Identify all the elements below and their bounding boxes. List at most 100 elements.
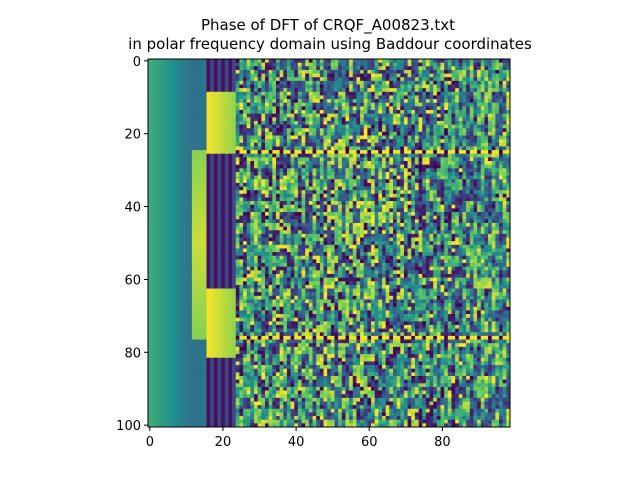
heatmap-cell (403, 179, 408, 184)
heatmap-cell (367, 182, 372, 187)
heatmap-cell (217, 182, 222, 187)
heatmap-cell (425, 99, 430, 104)
heatmap-cell (294, 69, 299, 74)
heatmap-cell (279, 73, 284, 78)
heatmap-cell (389, 113, 394, 118)
heatmap-cell (250, 157, 255, 162)
heatmap-cell (173, 204, 178, 209)
heatmap-cell (473, 171, 478, 176)
heatmap-cell (323, 161, 328, 166)
heatmap-cell (323, 157, 328, 162)
heatmap-cell (495, 161, 500, 166)
heatmap-cell (488, 102, 493, 107)
heatmap-cell (308, 66, 313, 71)
heatmap-cell (414, 175, 419, 180)
heatmap-cell (433, 120, 438, 125)
heatmap-cell (319, 124, 324, 129)
heatmap-cell (378, 124, 383, 129)
heatmap-cell (323, 233, 328, 238)
heatmap-cell (195, 139, 200, 144)
heatmap-cell (385, 179, 390, 184)
heatmap-cell (283, 201, 288, 206)
heatmap-cell (367, 139, 372, 144)
heatmap-cell (169, 212, 174, 217)
heatmap-cell (455, 233, 460, 238)
heatmap-cell (506, 161, 511, 166)
heatmap-cell (217, 233, 222, 238)
heatmap-cell (239, 146, 244, 151)
heatmap-cell (148, 62, 153, 67)
heatmap-cell (356, 124, 361, 129)
heatmap-cell (392, 208, 397, 213)
heatmap-cell (323, 102, 328, 107)
heatmap-cell (261, 80, 266, 85)
heatmap-cell (250, 161, 255, 166)
heatmap-cell (206, 208, 211, 213)
heatmap-cell (210, 197, 215, 202)
heatmap-cell (382, 124, 387, 129)
heatmap-cell (407, 69, 412, 74)
heatmap-cell (169, 201, 174, 206)
heatmap-cell (466, 84, 471, 89)
heatmap-cell (162, 124, 167, 129)
heatmap-cell (480, 208, 485, 213)
heatmap-cell (177, 230, 182, 235)
heatmap-cell (403, 113, 408, 118)
heatmap-cell (308, 190, 313, 195)
heatmap-cell (155, 73, 160, 78)
heatmap-cell (462, 175, 467, 180)
heatmap-cell (213, 204, 218, 209)
heatmap-cell (491, 117, 496, 122)
heatmap-cell (444, 73, 449, 78)
heatmap-cell (312, 110, 317, 114)
heatmap-cell (345, 117, 350, 122)
heatmap-cell (243, 186, 248, 191)
heatmap-cell (257, 157, 262, 162)
heatmap-cell (257, 237, 262, 242)
heatmap-cell (506, 168, 511, 173)
heatmap-cell (330, 135, 335, 140)
heatmap-cell (334, 128, 339, 133)
heatmap-cell (279, 201, 284, 206)
heatmap-cell (414, 88, 419, 93)
heatmap-cell (272, 117, 277, 122)
heatmap-cell (484, 131, 489, 136)
heatmap-cell (400, 124, 405, 129)
heatmap-cell (283, 186, 288, 191)
heatmap-cell (360, 222, 365, 227)
heatmap-cell (392, 77, 397, 82)
heatmap-cell (411, 59, 416, 63)
heatmap-cell (243, 222, 248, 227)
heatmap-cell (206, 106, 211, 111)
heatmap-cell (239, 91, 244, 96)
heatmap-cell (202, 161, 207, 166)
heatmap-cell (363, 161, 368, 166)
heatmap-cell (455, 197, 460, 202)
heatmap-cell (286, 99, 291, 104)
heatmap-cell (148, 230, 153, 235)
heatmap-cell (491, 186, 496, 191)
heatmap-cell (451, 190, 456, 195)
heatmap-cell (316, 106, 321, 111)
heatmap-cell (265, 226, 270, 231)
heatmap-cell (378, 110, 383, 114)
heatmap-cell (429, 197, 434, 202)
heatmap-cell (367, 102, 372, 107)
heatmap-cell (469, 131, 474, 136)
heatmap-cell (275, 113, 280, 118)
heatmap-cell (411, 124, 416, 129)
heatmap-cell (254, 124, 259, 129)
heatmap-cell (210, 84, 215, 89)
heatmap-cell (385, 146, 390, 151)
heatmap-cell (455, 131, 460, 136)
heatmap-cell (173, 193, 178, 198)
heatmap-cell (484, 222, 489, 227)
heatmap-cell (392, 69, 397, 74)
heatmap-cell (506, 171, 511, 176)
heatmap-cell (268, 131, 273, 136)
heatmap-cell (283, 226, 288, 231)
heatmap-cell (232, 77, 237, 82)
heatmap-cell (221, 88, 226, 93)
heatmap-cell (323, 186, 328, 191)
heatmap-cell (265, 193, 270, 198)
